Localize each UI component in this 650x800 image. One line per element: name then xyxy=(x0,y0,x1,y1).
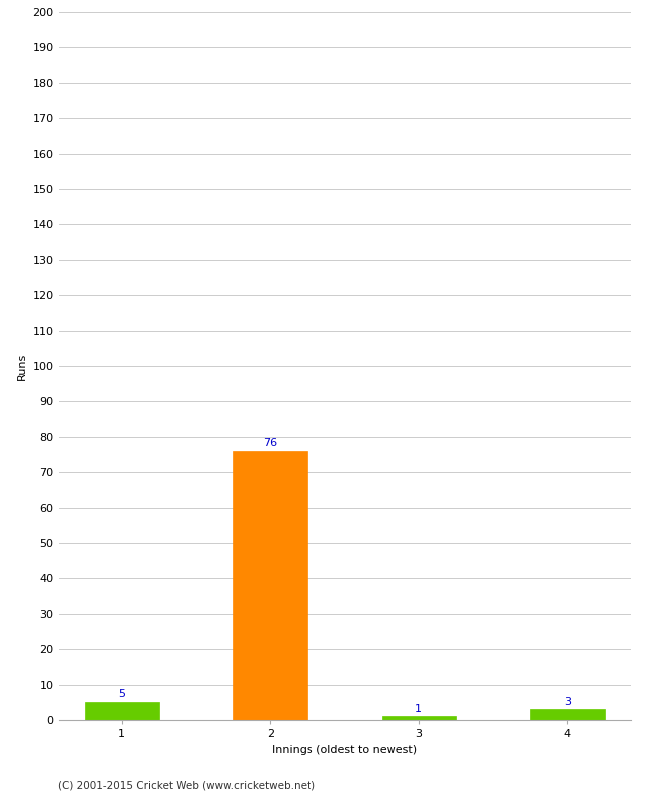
Bar xyxy=(530,710,604,720)
Text: 5: 5 xyxy=(118,690,125,699)
Text: 1: 1 xyxy=(415,704,423,714)
X-axis label: Innings (oldest to newest): Innings (oldest to newest) xyxy=(272,745,417,754)
Text: (C) 2001-2015 Cricket Web (www.cricketweb.net): (C) 2001-2015 Cricket Web (www.cricketwe… xyxy=(58,781,316,790)
Bar xyxy=(233,451,307,720)
Text: 76: 76 xyxy=(263,438,278,448)
Y-axis label: Runs: Runs xyxy=(17,352,27,380)
Bar xyxy=(84,702,159,720)
Bar xyxy=(382,717,456,720)
Text: 3: 3 xyxy=(564,697,571,706)
